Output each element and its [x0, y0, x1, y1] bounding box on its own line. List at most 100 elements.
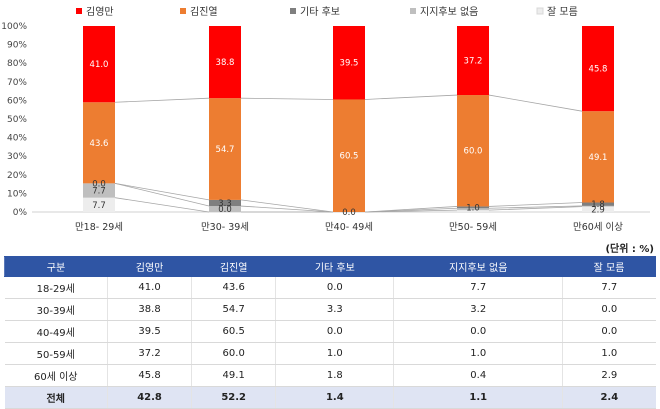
table-row: 30-39세 38.8 54.7 3.3 3.2 0.0 [4, 298, 656, 321]
bar-segment [209, 26, 241, 99]
bar-segment [209, 206, 241, 212]
legend-swatch [76, 8, 82, 14]
table-row: 50-59세 37.2 60.0 1.0 1.0 1.0 [4, 342, 656, 365]
connector-line [488, 94, 583, 112]
header-no-support: 지지후보 없음 [393, 256, 564, 277]
stacked-bar-chart: 김영만 김진열 기타 후보 지지후보 없음 잘 모름 0% 10% 20% 30% 40% 50%… [1, 5, 650, 233]
table-row: 18-29세 41.0 43.6 0.0 7.7 7.7 [4, 276, 656, 299]
connector-line [114, 97, 210, 103]
y-tick-label: 40% [7, 134, 27, 144]
table-cell: 2.4 [562, 386, 656, 409]
y-tick-label: 10% [7, 189, 27, 199]
header-kim-youngman: 김영만 [106, 256, 193, 277]
row-label: 50-59세 [4, 342, 108, 365]
table-cell: 1.0 [562, 342, 656, 365]
y-tick-label: 70% [7, 78, 27, 88]
table-cell: 0.0 [275, 320, 394, 343]
table-cell: 37.2 [106, 342, 192, 365]
data-label: 2.9 [591, 205, 605, 215]
connector-line [488, 205, 583, 209]
data-label: 0.0 [218, 205, 232, 215]
table-cell: 3.3 [275, 298, 394, 321]
row-label: 40-49세 [4, 320, 108, 343]
bar-segment [333, 26, 365, 100]
chart-legend: 김영만 김진열 기타 후보 지지후보 없음 잘 모름 [76, 5, 578, 18]
header-dont-know: 잘 모름 [562, 256, 656, 277]
table-cell: 39.5 [106, 320, 192, 343]
y-tick-label: 80% [7, 59, 27, 69]
legend-label: 잘 모름 [547, 6, 578, 18]
table-cell: 1.0 [393, 342, 563, 365]
x-tick-label: 만50- 59세 [449, 222, 497, 233]
y-tick-label: 100% [1, 22, 27, 32]
data-label: 38.8 [216, 58, 235, 68]
table-row: 40-49세 39.5 60.5 0.0 0.0 0.0 [4, 320, 656, 343]
bar-segment [582, 205, 614, 207]
bar-segment [457, 206, 489, 209]
data-table: 구분 김영만 김진열 기타 후보 지지후보 없음 잘 모름 18-29세 41.… [4, 256, 656, 409]
table-cell: 60.5 [191, 320, 276, 343]
y-tick-label: 30% [7, 152, 27, 162]
header-other-candidate: 기타 후보 [275, 256, 395, 277]
table-cell: 0.4 [393, 364, 563, 387]
table-cell: 60.0 [191, 342, 276, 365]
connector-line [488, 202, 583, 207]
table-cell: 52.2 [191, 386, 276, 409]
data-label: 60.0 [464, 147, 483, 157]
table-cell: 1.0 [275, 342, 394, 365]
x-tick-label: 만60세 이상 [573, 222, 623, 233]
data-label: 39.5 [340, 59, 359, 69]
header-category: 구분 [4, 256, 108, 277]
legend-swatch [536, 7, 544, 15]
connector-line [240, 97, 334, 100]
bar-segment [582, 111, 614, 203]
data-label: 1.0 [466, 203, 480, 213]
table-total-row: 전체 42.8 52.2 1.4 1.1 2.4 [4, 386, 656, 409]
row-label: 전체 [4, 386, 108, 409]
bar-segment [333, 99, 365, 212]
legend-label: 김진열 [190, 6, 218, 18]
bar-segment [582, 206, 614, 212]
connector-line [364, 206, 458, 213]
data-label: 0.0 [342, 208, 356, 218]
header-kim-jinyeol: 김진열 [191, 256, 277, 277]
table-header-row: 구분 김영만 김진열 기타 후보 지지후보 없음 잘 모름 [4, 256, 656, 277]
table-cell: 43.6 [191, 276, 276, 299]
table-cell: 1.8 [275, 364, 394, 387]
x-axis: 만18- 29세 만30- 39세 만40- 49세 만50- 59세 만60세 이상 [75, 222, 623, 233]
table-cell: 49.1 [191, 364, 276, 387]
table-cell: 54.7 [191, 298, 276, 321]
x-tick-label: 만40- 49세 [325, 222, 373, 233]
y-tick-label: 20% [7, 171, 27, 181]
table-cell: 1.1 [393, 386, 563, 409]
legend-swatch [290, 8, 296, 14]
legend-swatch [180, 8, 186, 14]
connector-line [240, 199, 334, 213]
bar-segment [457, 210, 489, 212]
legend-label: 지지후보 없음 [420, 5, 478, 18]
table-cell: 7.7 [393, 276, 563, 299]
table-cell: 0.0 [562, 298, 656, 321]
x-tick-label: 만18- 29세 [75, 222, 123, 233]
bars: 41.043.60.07.77.738.854.73.30.039.560.50… [83, 26, 614, 218]
row-label: 30-39세 [4, 298, 108, 321]
legend-swatch [410, 8, 416, 14]
bar-segment [457, 95, 489, 207]
data-label: 43.6 [90, 139, 109, 149]
connector-line [364, 94, 458, 100]
unit-note: (단위 : %) [605, 244, 654, 255]
data-label: 37.2 [464, 57, 483, 67]
data-label: 7.7 [92, 187, 106, 197]
table-cell: 0.0 [275, 276, 394, 299]
bar-segment [209, 199, 241, 207]
connector-line [240, 205, 334, 213]
bar-segment [83, 26, 115, 103]
table-cell: 3.2 [393, 298, 563, 321]
data-label: 60.5 [340, 152, 359, 162]
table-cell: 42.8 [106, 386, 192, 409]
bar-segment [582, 202, 614, 206]
bar-segment [83, 183, 115, 198]
y-tick-label: 0% [13, 208, 28, 218]
series-connector-lines [114, 94, 583, 213]
table-cell: 38.8 [106, 298, 192, 321]
